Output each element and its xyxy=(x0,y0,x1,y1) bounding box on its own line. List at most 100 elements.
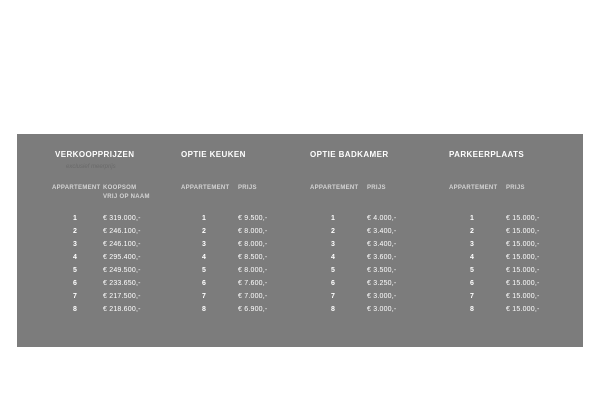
table-row: 5 € 249.500,- xyxy=(52,264,187,277)
price-value: € 15.000,- xyxy=(506,280,540,287)
apartment-number: 6 xyxy=(202,280,206,287)
price-value: € 246.100,- xyxy=(103,228,141,235)
table-row: 8 € 3.000,- xyxy=(310,303,445,316)
apartment-number: 2 xyxy=(331,228,335,235)
table-row: 6 € 3.250,- xyxy=(310,277,445,290)
table-row: 1 € 4.000,- xyxy=(310,212,445,225)
table-row: 7 € 15.000,- xyxy=(449,290,584,303)
table-row: 5 € 3.500,- xyxy=(310,264,445,277)
table-row: 5 € 15.000,- xyxy=(449,264,584,277)
apartment-number: 8 xyxy=(202,306,206,313)
table-row: 2 € 8.000,- xyxy=(181,225,316,238)
column-header-price-line1: PRIJS xyxy=(367,185,386,191)
price-value: € 15.000,- xyxy=(506,215,540,222)
table-row: 1 € 9.500,- xyxy=(181,212,316,225)
column-headers: APPARTEMENT PRIJS xyxy=(449,184,525,193)
price-value: € 8.000,- xyxy=(238,267,268,274)
table-row: 3 € 246.100,- xyxy=(52,238,187,251)
price-value: € 7.000,- xyxy=(238,293,268,300)
apartment-number: 4 xyxy=(73,254,77,261)
price-value: € 246.100,- xyxy=(103,241,141,248)
apartment-number: 5 xyxy=(470,267,474,274)
apartment-number: 8 xyxy=(331,306,335,313)
column-header-appartement: APPARTEMENT xyxy=(181,185,230,191)
table-row: 6 € 15.000,- xyxy=(449,277,584,290)
column-header-price: PRIJS xyxy=(367,184,386,193)
apartment-number: 6 xyxy=(73,280,77,287)
column-header-price: PRIJS xyxy=(506,184,525,193)
apartment-number: 8 xyxy=(73,306,77,313)
column-headers: APPARTEMENT KOOPSOM VRIJ OP NAAM xyxy=(52,184,150,202)
apartment-number: 3 xyxy=(202,241,206,248)
apartment-number: 4 xyxy=(470,254,474,261)
table-row: 2 € 15.000,- xyxy=(449,225,584,238)
apartment-number: 5 xyxy=(73,267,77,274)
table-row: 8 € 6.900,- xyxy=(181,303,316,316)
price-value: € 3.600,- xyxy=(367,254,397,261)
table-row: 7 € 7.000,- xyxy=(181,290,316,303)
price-value: € 8.500,- xyxy=(238,254,268,261)
apartment-number: 7 xyxy=(331,293,335,300)
table-row: 7 € 3.000,- xyxy=(310,290,445,303)
price-value: € 3.400,- xyxy=(367,228,397,235)
table-rows: 1 € 15.000,- 2 € 15.000,- 3 € 15.000,- 4 € 15.0… xyxy=(449,212,584,316)
price-value: € 218.600,- xyxy=(103,306,141,313)
table-row: 2 € 3.400,- xyxy=(310,225,445,238)
apartment-number: 3 xyxy=(331,241,335,248)
column-header-price-line1: PRIJS xyxy=(506,185,525,191)
price-value: € 15.000,- xyxy=(506,293,540,300)
price-value: € 217.500,- xyxy=(103,293,141,300)
table-row: 6 € 233.650,- xyxy=(52,277,187,290)
price-value: € 8.000,- xyxy=(238,241,268,248)
column-header-appartement: APPARTEMENT xyxy=(310,185,359,191)
column-header-price: PRIJS xyxy=(238,184,257,193)
column-header-appartement: APPARTEMENT xyxy=(449,185,498,191)
apartment-number: 4 xyxy=(331,254,335,261)
apartment-number: 6 xyxy=(470,280,474,287)
price-value: € 4.000,- xyxy=(367,215,397,222)
price-value: € 295.400,- xyxy=(103,254,141,261)
apartment-number: 3 xyxy=(73,241,77,248)
table-row: 3 € 15.000,- xyxy=(449,238,584,251)
apartment-number: 2 xyxy=(202,228,206,235)
price-value: € 233.650,- xyxy=(103,280,141,287)
price-list-panel: VERKOOPPRIJZEN exclusief meerprijs APPAR… xyxy=(17,134,583,347)
apartment-number: 1 xyxy=(331,215,335,222)
price-value: € 3.400,- xyxy=(367,241,397,248)
column-header-price-line1: PRIJS xyxy=(238,185,257,191)
column-header-price-line1: KOOPSOM xyxy=(103,185,137,191)
price-value: € 319.000,- xyxy=(103,215,141,222)
table-row: 2 € 246.100,- xyxy=(52,225,187,238)
table-rows: 1 € 319.000,- 2 € 246.100,- 3 € 246.100,- 4 € 2… xyxy=(52,212,187,316)
table-rows: 1 € 9.500,- 2 € 8.000,- 3 € 8.000,- 4 € 8.500,-… xyxy=(181,212,316,316)
apartment-number: 3 xyxy=(470,241,474,248)
price-value: € 3.000,- xyxy=(367,306,397,313)
price-value: € 9.500,- xyxy=(238,215,268,222)
table-title: OPTIE KEUKEN xyxy=(181,150,246,159)
price-value: € 15.000,- xyxy=(506,306,540,313)
table-row: 7 € 217.500,- xyxy=(52,290,187,303)
apartment-number: 2 xyxy=(470,228,474,235)
table-verkoopprijzen: VERKOOPPRIJZEN exclusief meerprijs APPAR… xyxy=(52,150,187,340)
table-row: 4 € 15.000,- xyxy=(449,251,584,264)
price-value: € 15.000,- xyxy=(506,241,540,248)
apartment-number: 1 xyxy=(202,215,206,222)
table-row: 5 € 8.000,- xyxy=(181,264,316,277)
price-value: € 15.000,- xyxy=(506,267,540,274)
apartment-number: 8 xyxy=(470,306,474,313)
apartment-number: 7 xyxy=(202,293,206,300)
table-row: 3 € 3.400,- xyxy=(310,238,445,251)
table-title: OPTIE BADKAMER xyxy=(310,150,389,159)
price-value: € 249.500,- xyxy=(103,267,141,274)
price-value: € 15.000,- xyxy=(506,254,540,261)
column-headers: APPARTEMENT PRIJS xyxy=(181,184,257,193)
apartment-number: 5 xyxy=(331,267,335,274)
apartment-number: 4 xyxy=(202,254,206,261)
apartment-number: 5 xyxy=(202,267,206,274)
price-value: € 3.000,- xyxy=(367,293,397,300)
price-value: € 3.250,- xyxy=(367,280,397,287)
price-value: € 6.900,- xyxy=(238,306,268,313)
apartment-number: 7 xyxy=(470,293,474,300)
column-headers: APPARTEMENT PRIJS xyxy=(310,184,386,193)
